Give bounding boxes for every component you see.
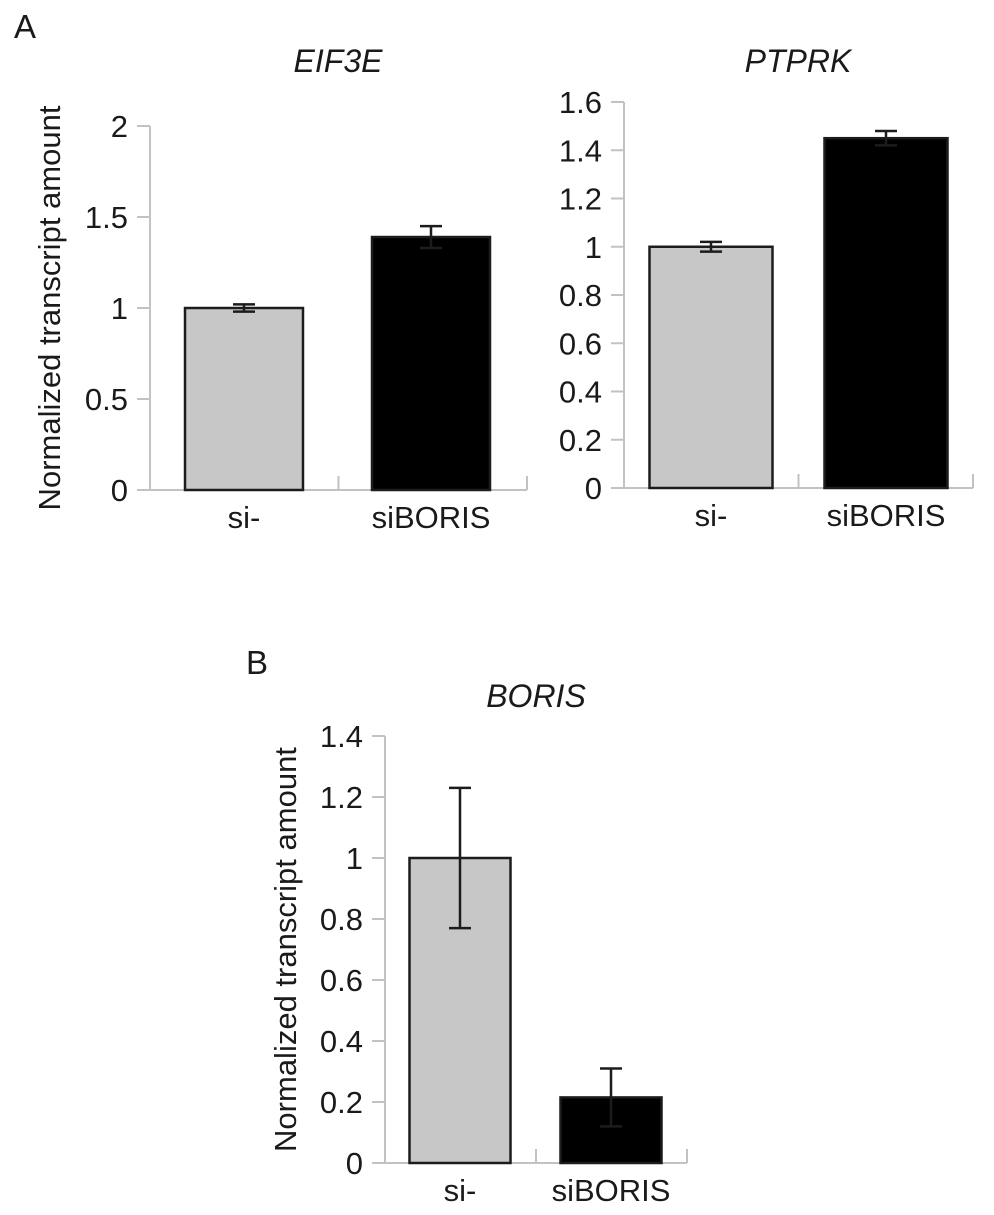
eif3e-ytick-label: 1.5 (85, 200, 128, 235)
eif3e-category-label: siBORIS (372, 500, 491, 535)
eif3e-bar-siboris (370, 235, 492, 492)
eif3e-category-label: si- (228, 500, 261, 535)
boris-category-label: si- (444, 1173, 477, 1208)
ptprk-bar-siboris (823, 136, 949, 490)
boris-category-label: siBORIS (552, 1173, 671, 1208)
chart-ptprk: 0 0.2 0.4 0.6 0.8 1 1.2 1.4 1.6 si-siBORIS PTPRK (559, 43, 974, 533)
boris-error-bar-siboris (600, 1067, 622, 1128)
chart-boris: 0 0.2 0.4 0.6 0.8 1 1.2 1.4 si-siBORIS BORIS Norma… (268, 678, 688, 1208)
ptprk-bar-si (648, 245, 774, 490)
ptprk-error-bar-siboris (875, 129, 897, 147)
ptprk-title: PTPRK (745, 43, 853, 79)
eif3e-title: EIF3E (294, 43, 384, 79)
ptprk-ytick-label: 1.2 (559, 182, 602, 217)
eif3e-ytick-label: 1 (111, 291, 128, 326)
ptprk-ytick-label: 0 (585, 471, 602, 506)
boris-ytick-label: 1.4 (320, 719, 363, 754)
boris-ytick-label: 0 (346, 1146, 363, 1181)
chart-eif3e: 0 0.5 1 1.5 2 si-siBORIS EIF3E Normalized trans… (32, 43, 528, 535)
ptprk-category-label: siBORIS (827, 498, 946, 533)
boris-error-bar-si (449, 786, 471, 930)
eif3e-error-bar-siboris (420, 224, 442, 250)
ptprk-ytick-label: 1.4 (559, 133, 602, 168)
panel-a-label: A (14, 8, 37, 45)
ptprk-category-label: si- (695, 498, 728, 533)
panel-b-label: B (246, 644, 269, 681)
ptprk-ytick-label: 0.2 (559, 423, 602, 458)
boris-ytick-label: 0.2 (320, 1085, 363, 1120)
boris-ytick-label: 1 (346, 841, 363, 876)
boris-ytick-label: 0.4 (320, 1024, 363, 1059)
boris-ytick-label: 0.6 (320, 963, 363, 998)
ptprk-error-bar-si (700, 240, 722, 253)
ptprk-ytick-label: 1 (585, 230, 602, 265)
boris-ytick-label: 0.8 (320, 902, 363, 937)
boris-ylabel: Normalized transcript amount (268, 747, 303, 1152)
eif3e-bar-si (183, 306, 305, 492)
eif3e-ytick-label: 2 (111, 109, 128, 144)
boris-ytick-label: 1.2 (320, 780, 363, 815)
boris-title: BORIS (486, 678, 586, 714)
ptprk-ytick-label: 0.6 (559, 326, 602, 361)
ptprk-ytick-label: 1.6 (559, 85, 602, 120)
eif3e-ytick-label: 0 (111, 473, 128, 508)
eif3e-error-bar-si (233, 303, 255, 313)
ptprk-ytick-label: 0.4 (559, 375, 602, 410)
ptprk-ytick-label: 0.8 (559, 278, 602, 313)
eif3e-ylabel: Normalized transcript amount (32, 105, 67, 510)
eif3e-ytick-label: 0.5 (85, 382, 128, 417)
